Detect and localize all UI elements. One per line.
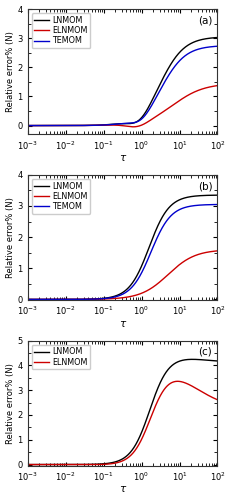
Text: (c): (c) — [198, 347, 212, 357]
Y-axis label: Relative error% (N): Relative error% (N) — [6, 362, 15, 444]
Legend: LNMOM, ELNMOM: LNMOM, ELNMOM — [32, 344, 90, 370]
Text: (a): (a) — [198, 16, 213, 26]
Text: (b): (b) — [198, 181, 213, 191]
Legend: LNMOM, ELNMOM, TEMOM: LNMOM, ELNMOM, TEMOM — [32, 179, 90, 214]
Legend: LNMOM, ELNMOM, TEMOM: LNMOM, ELNMOM, TEMOM — [32, 13, 90, 48]
Y-axis label: Relative error% (N): Relative error% (N) — [6, 31, 15, 112]
X-axis label: τ: τ — [119, 484, 126, 494]
X-axis label: τ: τ — [119, 153, 126, 163]
Y-axis label: Relative error% (N): Relative error% (N) — [6, 197, 15, 278]
X-axis label: τ: τ — [119, 318, 126, 328]
